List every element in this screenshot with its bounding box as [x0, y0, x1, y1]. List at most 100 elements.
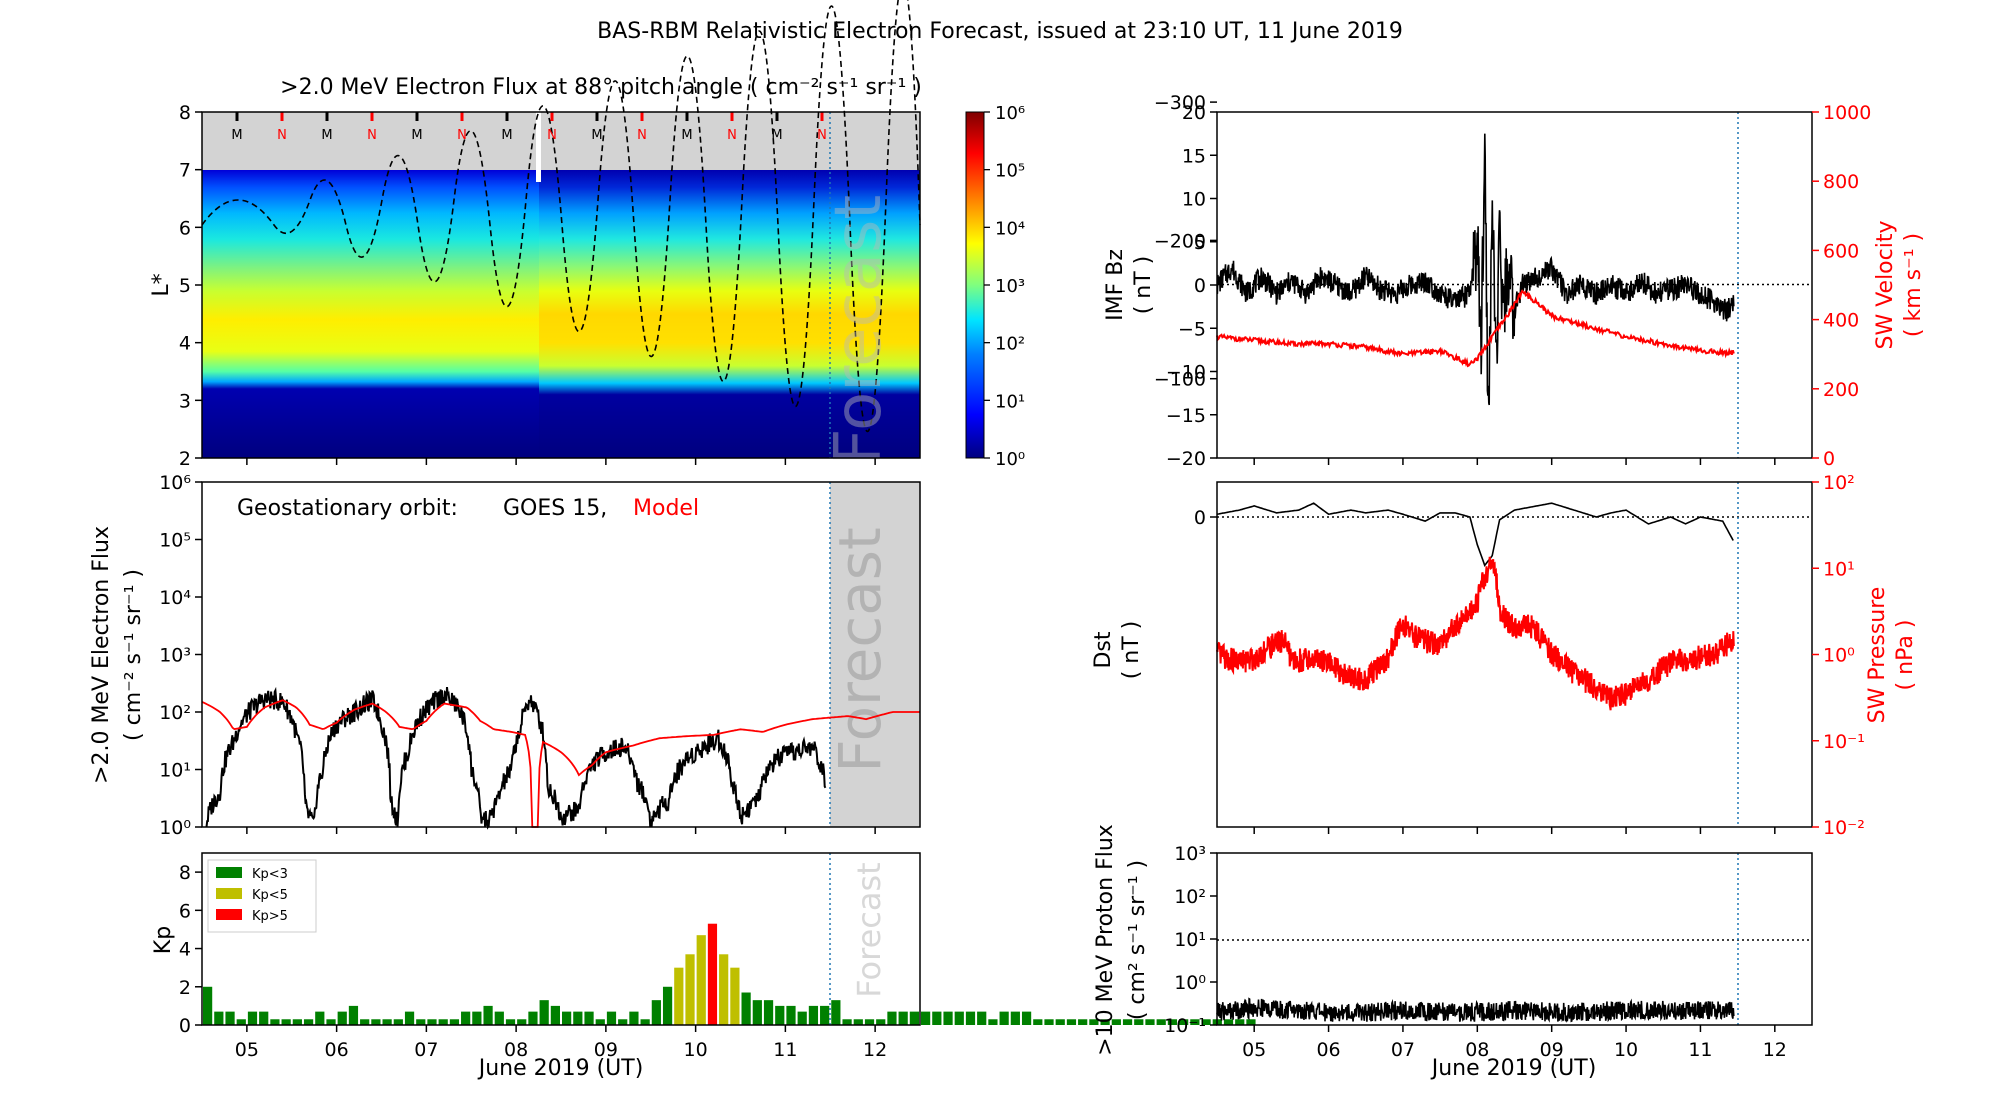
kp-bar-6	[270, 1019, 280, 1025]
kp-y-axis: 0 2 4 6 8	[179, 862, 202, 1037]
kp-bar-83	[1134, 1019, 1144, 1025]
geo-series-goes	[205, 686, 827, 830]
imf-ylabel-line1: IMF Bz	[1103, 249, 1128, 321]
flux-map-y-label-5: 7	[179, 160, 191, 182]
geo-ylabel-line2: ( cm⁻² s⁻¹ sr⁻¹ )	[121, 569, 146, 741]
kp-bar-61	[887, 1011, 897, 1025]
kp-bar-71	[999, 1011, 1009, 1025]
kp-x-label-09: 09	[594, 1039, 618, 1061]
kp-bar-21	[438, 1019, 448, 1025]
mn-marker-5: N	[457, 128, 467, 143]
sw-velocity-line	[1216, 289, 1735, 368]
kp-bar-29	[528, 1011, 538, 1025]
proton-x-label-07: 07	[1391, 1039, 1415, 1061]
kp-legend-label-low: Kp<3	[252, 867, 288, 882]
proton-x-label-10: 10	[1614, 1039, 1638, 1061]
kp-bar-20	[427, 1019, 437, 1025]
kp-bar-76	[1055, 1019, 1065, 1025]
kp-bar-2	[225, 1011, 235, 1025]
kp-bar-36	[606, 1011, 617, 1025]
imf-y-axis-left: 20 15 10 5 0 −5 −10 −15 −20	[1166, 102, 1217, 470]
kp-bar-70	[988, 1019, 998, 1025]
kp-bar-28	[517, 1019, 527, 1025]
kp-bars	[203, 923, 1256, 1025]
dst-ylabel-line1: Dst	[1091, 631, 1116, 668]
imf-panel: 20 15 10 5 0 −5 −10 −15 −20 1000 800 600 400 200 0 IM…	[1103, 102, 1926, 470]
kp-bar-45	[707, 923, 718, 1025]
flux-map-ylabel: L*	[149, 273, 174, 296]
kp-legend-swatch-mid	[216, 888, 242, 899]
colorbar-gradient	[965, 111, 985, 459]
kp-bar-37	[618, 1019, 628, 1025]
geo-series	[201, 686, 920, 830]
kp-legend: Kp<3 Kp<5 Kp>5	[207, 859, 317, 933]
kp-bar-5	[259, 1011, 269, 1025]
sw-pressure-label-line1: SW Pressure	[1865, 587, 1890, 724]
kp-bar-91	[1223, 1019, 1234, 1025]
mn-marker-3: N	[367, 128, 377, 143]
sw-pressure-y-label-0: 10²	[1823, 472, 1855, 494]
kp-bar-39	[640, 1019, 650, 1025]
kp-bar-48	[741, 992, 751, 1025]
mn-marker-0: M	[231, 128, 242, 143]
geo-y-label-3: 10³	[159, 645, 191, 667]
dst-series	[1216, 502, 1735, 711]
mn-marker-11: N	[727, 128, 737, 143]
mn-marker-6: M	[501, 128, 512, 143]
kp-bar-55	[820, 1005, 830, 1025]
kp-bar-44	[696, 935, 706, 1025]
kp-bar-26	[494, 1011, 504, 1025]
kp-x-label-07: 07	[414, 1039, 438, 1061]
kp-legend-label-mid: Kp<5	[252, 888, 288, 903]
sw-pressure-y-label-3: 10⁻¹	[1823, 731, 1865, 753]
proton-series	[1216, 997, 1735, 1023]
sw-velocity-y-label-4: 200	[1823, 379, 1859, 401]
kp-bar-74	[1033, 1019, 1043, 1025]
kp-bar-50	[763, 1000, 774, 1025]
kp-bar-7	[281, 1019, 291, 1025]
kp-bar-68	[965, 1011, 976, 1025]
geo-y-axis: 10⁰ 10¹ 10² 10³ 10⁴ 10⁵ 10⁶	[159, 472, 202, 839]
kp-bar-41	[662, 986, 673, 1025]
mn-marker-13: N	[817, 128, 827, 143]
kp-bar-11	[326, 1019, 336, 1025]
kp-forecast-label: Forecast	[850, 862, 888, 997]
kp-bar-84	[1145, 1019, 1155, 1025]
kp-y-label-3: 6	[179, 900, 191, 922]
kp-bar-1	[214, 1011, 224, 1025]
kp-bar-17	[393, 1019, 403, 1025]
sw-velocity-label-line1: SW Velocity	[1873, 220, 1898, 349]
flux-map-title: >2.0 MeV Electron Flux at 88° pitch angl…	[280, 75, 922, 100]
flux-map-y-label-3: 5	[179, 275, 191, 297]
kp-legend-swatch-high	[216, 909, 242, 920]
kp-bar-65	[932, 1011, 942, 1025]
kp-bar-75	[1044, 1019, 1054, 1025]
kp-bar-13	[348, 1005, 359, 1025]
geo-y-label-5: 10⁵	[159, 530, 191, 552]
geo-x-ticks	[246, 827, 876, 834]
geo-frame	[201, 481, 921, 828]
mn-marker-4: M	[411, 128, 422, 143]
dst-ylabel-line2: ( nT )	[1119, 621, 1144, 680]
dst-x-ticks	[1253, 827, 1776, 834]
proton-frame	[1216, 852, 1813, 1026]
kp-bar-87	[1179, 1019, 1189, 1025]
kp-x-label-05: 05	[235, 1039, 259, 1061]
imf-y-left-label-0: 20	[1182, 102, 1206, 124]
proton-panel: 10³ 10² 10¹ 10⁰ 10⁻¹ >10 MeV Proton Flux ( c…	[1093, 824, 1813, 1081]
proton-x-label-09: 09	[1540, 1039, 1564, 1061]
kp-bar-56	[831, 1000, 841, 1025]
flux-map-y-label-1: 3	[179, 390, 191, 412]
imf-y-left-label-6: −10	[1166, 362, 1206, 384]
figure-title: BAS-RBM Relativistic Electron Forecast, …	[597, 19, 1403, 44]
geo-forecast-label: Forecast	[826, 527, 894, 772]
geo-y-label-4: 10⁴	[159, 587, 191, 609]
kp-bar-79	[1089, 1019, 1099, 1025]
proton-y-label-0: 10³	[1174, 843, 1206, 865]
kp-bar-27	[505, 1019, 516, 1025]
mn-marker-10: M	[681, 128, 692, 143]
kp-bar-38	[629, 1011, 639, 1025]
kp-bar-10	[315, 1011, 325, 1025]
